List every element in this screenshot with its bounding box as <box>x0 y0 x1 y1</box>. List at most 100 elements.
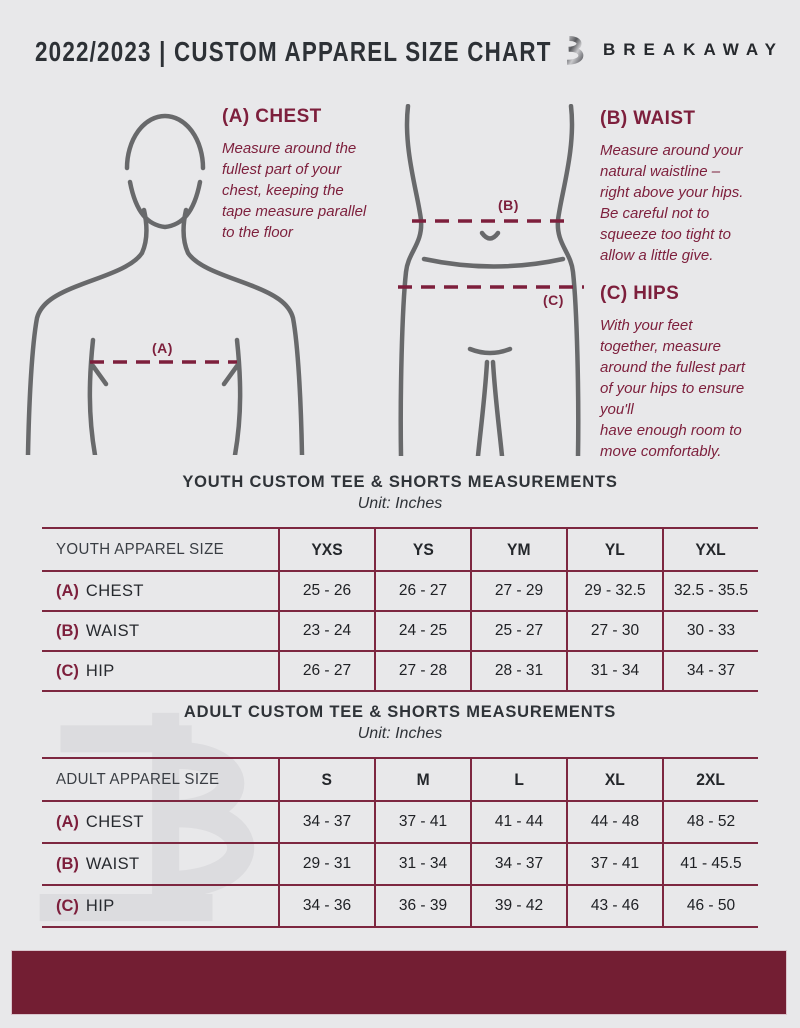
table-cell: 27 - 28 <box>398 662 448 679</box>
table-cell: 41 - 45.5 <box>680 855 742 872</box>
size-column-header: L <box>514 769 524 789</box>
figure-left-armpit <box>87 337 109 455</box>
table-cell: 34 - 37 <box>686 662 736 679</box>
hips-instructions: (C) HIPS With your feet together, measur… <box>600 283 795 462</box>
measure-key: (A) <box>56 581 79 600</box>
figure-left-outline <box>398 104 424 456</box>
table-cell: 36 - 39 <box>398 897 448 914</box>
table-cell: 23 - 24 <box>302 622 352 639</box>
figure-right-shoulder-arm <box>181 207 305 455</box>
footer-bar <box>11 950 787 1015</box>
table-row: (C) HIP 26 - 27 27 - 28 28 - 31 31 - 34 … <box>42 650 758 690</box>
size-column-header: YXS <box>311 539 343 559</box>
measure-key: (C) <box>56 661 79 680</box>
measure-label: WAIST <box>85 854 140 873</box>
table-cell: 39 - 42 <box>494 897 544 914</box>
table-cell: 27 - 30 <box>590 622 640 639</box>
waist-instructions: (B) WAIST Measure around your natural wa… <box>600 108 795 266</box>
waist-instructions-text: Measure around your natural waistline – … <box>600 142 744 264</box>
breakaway-b-monogram-icon <box>546 32 584 69</box>
waist-heading: (B) WAIST <box>600 108 696 129</box>
table-cell: 31 - 34 <box>398 855 448 872</box>
adult-size-table: ADULT APPAREL SIZE S M L XL 2XL (A) CHES… <box>42 757 758 928</box>
chest-heading: (A) CHEST <box>222 106 322 127</box>
page-title: 2022/2023 | CUSTOM APPAREL SIZE CHART <box>35 36 552 67</box>
figure-right-outline <box>555 104 581 456</box>
table-row: (B) WAIST 23 - 24 24 - 25 25 - 27 27 - 3… <box>42 610 758 650</box>
youth-table-unit: Unit: Inches <box>357 495 443 512</box>
size-column-header: S <box>321 769 333 789</box>
table-cell: 31 - 34 <box>590 662 640 679</box>
hips-instructions-text: With your feet together, measure around … <box>600 317 746 460</box>
youth-size-table: YOUTH APPAREL SIZE YXS YS YM YL YXL (A) … <box>42 527 758 692</box>
size-column-header: YM <box>507 539 531 559</box>
table-row: (C) HIP 34 - 36 36 - 39 39 - 42 43 - 46 … <box>42 884 758 926</box>
youth-section: YOUTH CUSTOM TEE & SHORTS MEASUREMENTS U… <box>0 472 800 692</box>
figure-left-shoulder-arm <box>25 207 149 455</box>
brand-name: BREAKAWAY <box>603 40 784 59</box>
figure-jaw <box>127 179 203 230</box>
adult-section: ADULT CUSTOM TEE & SHORTS MEASUREMENTS U… <box>0 702 800 928</box>
waist-marker-label: (B) <box>498 197 519 213</box>
chest-figure-illustration <box>25 113 305 455</box>
measure-label: CHEST <box>85 812 144 831</box>
table-row: (A) CHEST 34 - 37 37 - 41 41 - 44 44 - 4… <box>42 800 758 842</box>
table-cell: 25 - 27 <box>494 622 544 639</box>
logo-bowls <box>566 36 584 65</box>
table-cell: 34 - 36 <box>302 897 352 914</box>
table-cell: 29 - 32.5 <box>584 582 646 599</box>
brand-logo: BREAKAWAY <box>541 24 784 76</box>
table-cell: 34 - 37 <box>302 813 352 830</box>
table-cell: 41 - 44 <box>494 813 544 830</box>
youth-table-title: YOUTH CUSTOM TEE & SHORTS MEASUREMENTS <box>182 473 618 491</box>
adult-row-header: ADULT APPAREL SIZE <box>56 770 220 788</box>
table-cell: 27 - 29 <box>494 582 544 599</box>
chest-instructions-text: Measure around the fullest part of your … <box>222 140 367 241</box>
size-column-header: YXL <box>695 539 727 559</box>
size-column-header: XL <box>604 769 625 789</box>
table-header-row: ADULT APPAREL SIZE S M L XL 2XL <box>42 757 758 800</box>
adult-table-title: ADULT CUSTOM TEE & SHORTS MEASUREMENTS <box>183 703 617 721</box>
size-column-header: YS <box>412 539 434 559</box>
measure-key: (B) <box>56 621 79 640</box>
hips-marker-label: (C) <box>543 292 564 308</box>
size-column-header: 2XL <box>696 769 726 789</box>
chest-marker-label: (A) <box>152 340 173 356</box>
measure-key: (B) <box>56 854 79 873</box>
table-cell: 24 - 25 <box>398 622 448 639</box>
table-cell: 43 - 46 <box>590 897 640 914</box>
figure-head <box>124 113 206 171</box>
hips-heading: (C) HIPS <box>600 283 680 304</box>
size-column-header: YL <box>604 539 625 559</box>
figure-navel <box>479 230 501 241</box>
measure-label: HIP <box>85 896 115 915</box>
table-row: (B) WAIST 29 - 31 31 - 34 34 - 37 37 - 4… <box>42 842 758 884</box>
table-cell: 26 - 27 <box>302 662 352 679</box>
table-cell: 32.5 - 35.5 <box>673 582 749 599</box>
measure-label: HIP <box>85 661 115 680</box>
table-cell: 48 - 52 <box>686 813 736 830</box>
chest-instructions: (A) CHEST Measure around the fullest par… <box>222 106 397 243</box>
table-cell: 37 - 41 <box>590 855 640 872</box>
adult-table-unit: Unit: Inches <box>357 725 443 742</box>
table-cell: 29 - 31 <box>302 855 352 872</box>
table-row: (A) CHEST 25 - 26 26 - 27 27 - 29 29 - 3… <box>42 570 758 610</box>
table-cell: 44 - 48 <box>590 813 640 830</box>
table-cell: 37 - 41 <box>398 813 448 830</box>
youth-row-header: YOUTH APPAREL SIZE <box>56 540 225 558</box>
measure-label: WAIST <box>85 621 140 640</box>
size-column-header: M <box>416 769 430 789</box>
figure-crotch <box>467 346 513 356</box>
measure-label: CHEST <box>85 581 144 600</box>
table-cell: 25 - 26 <box>302 582 352 599</box>
table-cell: 34 - 37 <box>494 855 544 872</box>
figure-inner-legs <box>475 359 505 456</box>
waist-hips-figure-illustration <box>398 104 584 456</box>
table-header-row: YOUTH APPAREL SIZE YXS YS YM YL YXL <box>42 527 758 570</box>
figure-right-armpit <box>221 337 243 455</box>
measure-key: (C) <box>56 896 79 915</box>
measure-key: (A) <box>56 812 79 831</box>
table-cell: 30 - 33 <box>686 622 736 639</box>
figure-hip-curve <box>421 256 566 269</box>
